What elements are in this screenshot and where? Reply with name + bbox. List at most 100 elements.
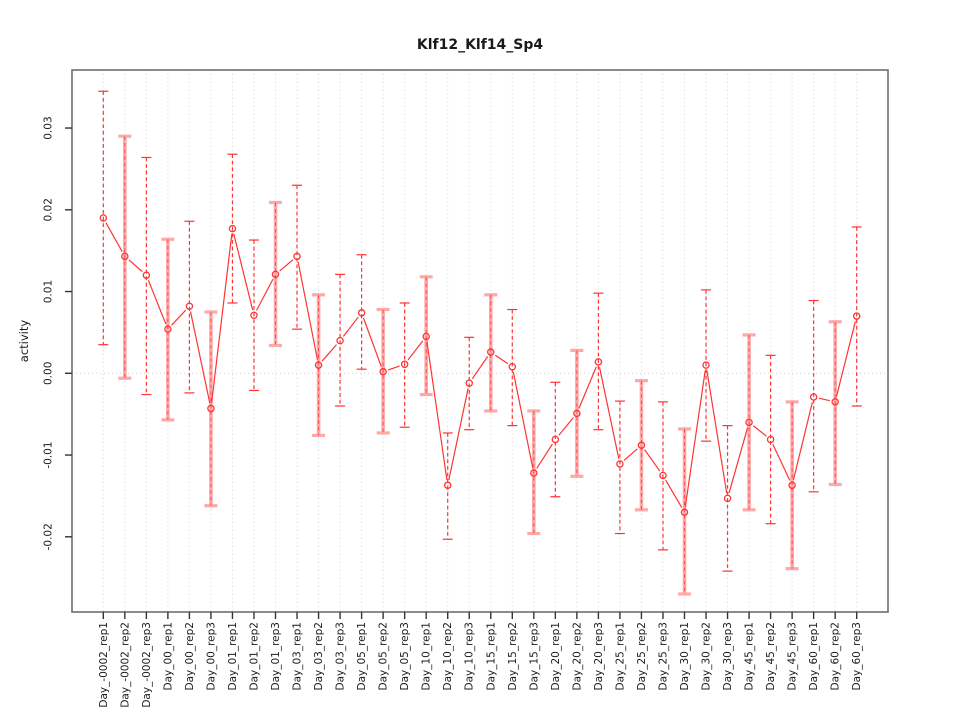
error-bar: [204, 310, 218, 508]
data-point: [357, 309, 366, 317]
x-tick-label: Day_20_rep3: [593, 622, 605, 691]
series-line-segment: [189, 311, 211, 404]
error-bar: [227, 153, 238, 304]
series-line-segment: [728, 427, 749, 494]
x-tick-label: Day_-0002_rep2: [119, 622, 131, 708]
error-bar: [399, 302, 410, 428]
error-bar: [248, 239, 259, 392]
series-line-segment: [644, 449, 661, 472]
series-line-segment: [494, 354, 509, 365]
error-bar: [701, 289, 712, 442]
y-tick-label: 0.02: [43, 198, 55, 221]
data-point: [142, 271, 151, 279]
error-bar: [570, 348, 584, 478]
x-tick-label: Day_20_rep1: [550, 622, 562, 691]
series-line-segment: [512, 371, 534, 468]
data-point: [530, 469, 538, 477]
series-line-segment: [835, 321, 856, 397]
x-tick-label: Day_10_rep1: [421, 622, 433, 691]
data-point: [702, 361, 710, 369]
data-point: [766, 435, 775, 444]
error-bar: [464, 336, 475, 431]
x-tick-label: Day_15_rep3: [528, 622, 540, 691]
x-tick-label: Day_10_rep2: [442, 622, 454, 691]
data-point: [831, 398, 839, 406]
data-point: [314, 361, 323, 369]
error-bar: [677, 427, 691, 596]
series-line-segment: [598, 367, 620, 459]
x-tick-label: Day_60_rep2: [830, 622, 842, 691]
x-tick-label: Day_01_rep2: [248, 622, 260, 691]
data-point: [573, 409, 581, 418]
chart-title: Klf12_Klf14_Sp4: [417, 37, 544, 53]
series-line-segment: [388, 365, 400, 371]
error-bar: [828, 320, 842, 487]
data-point: [293, 252, 301, 261]
x-tick-label: Day_60_rep1: [808, 622, 820, 691]
series-line-segment: [578, 366, 597, 409]
data-point: [400, 360, 409, 369]
x-tick-label: Day_03_rep2: [313, 622, 325, 691]
series-line-segment: [426, 341, 448, 481]
data-point: [637, 441, 646, 449]
series-line-segment: [255, 278, 274, 311]
data-point: [99, 214, 108, 222]
series-line-segment: [665, 479, 683, 508]
x-tick-label: Day_-0002_rep1: [98, 622, 110, 708]
series-line-segment: [321, 344, 337, 362]
data-point: [745, 418, 753, 427]
data-point: [379, 367, 387, 376]
error-bar: [118, 134, 132, 380]
series-line-segment: [772, 444, 791, 481]
data-point: [336, 336, 344, 345]
x-tick-label: Day_30_rep3: [722, 622, 734, 691]
error-bar: [184, 220, 195, 394]
error-bar: [292, 184, 303, 330]
error-bar: [356, 254, 367, 370]
error-bar: [527, 409, 541, 536]
error-bar: [550, 381, 561, 498]
data-point: [551, 435, 560, 444]
data-point: [207, 404, 215, 413]
x-tick-label: Day_05_rep1: [356, 622, 368, 691]
series-line-segment: [558, 417, 574, 436]
series-line-segment: [342, 316, 359, 337]
error-bar: [634, 379, 648, 512]
data-point: [594, 358, 603, 366]
series-line-segment: [471, 356, 489, 380]
data-point: [271, 270, 280, 279]
x-tick-label: Day_01_rep3: [270, 622, 282, 691]
error-bar: [484, 293, 498, 413]
x-tick-label: Day_30_rep2: [701, 622, 713, 691]
y-tick-label: 0.00: [43, 362, 55, 385]
error-bar: [808, 299, 819, 493]
series-line-segment: [623, 448, 638, 461]
error-bar: [269, 200, 283, 348]
y-tick-label: -0.01: [43, 441, 55, 468]
x-tick-label: Day_03_rep1: [292, 622, 304, 691]
data-point: [121, 252, 129, 261]
series-line-segment: [128, 259, 143, 273]
x-tick-label: Day_01_rep1: [227, 622, 239, 691]
x-tick-label: Day_45_rep3: [787, 622, 799, 691]
data-point: [852, 312, 861, 320]
x-tick-label: Day_15_rep1: [485, 622, 497, 691]
series-line-segment: [407, 340, 424, 361]
error-bar: [161, 237, 175, 422]
x-tick-label: Day_00_rep1: [162, 622, 174, 691]
series-line-segment: [448, 388, 469, 481]
x-tick-label: Day_05_rep2: [378, 622, 390, 691]
x-tick-label: Day_45_rep2: [765, 622, 777, 691]
series-line-segment: [233, 233, 254, 311]
data-point: [465, 379, 473, 387]
series-line-segment: [362, 317, 382, 367]
data-point: [680, 508, 689, 517]
y-tick-label: 0.03: [43, 116, 55, 139]
series-line-segment: [706, 370, 728, 494]
y-axis-label: activity: [17, 320, 31, 363]
x-tick-label: Day_03_rep3: [335, 622, 347, 691]
data-point: [788, 481, 796, 490]
series-line-segment: [792, 402, 813, 481]
error-bar: [765, 354, 776, 525]
